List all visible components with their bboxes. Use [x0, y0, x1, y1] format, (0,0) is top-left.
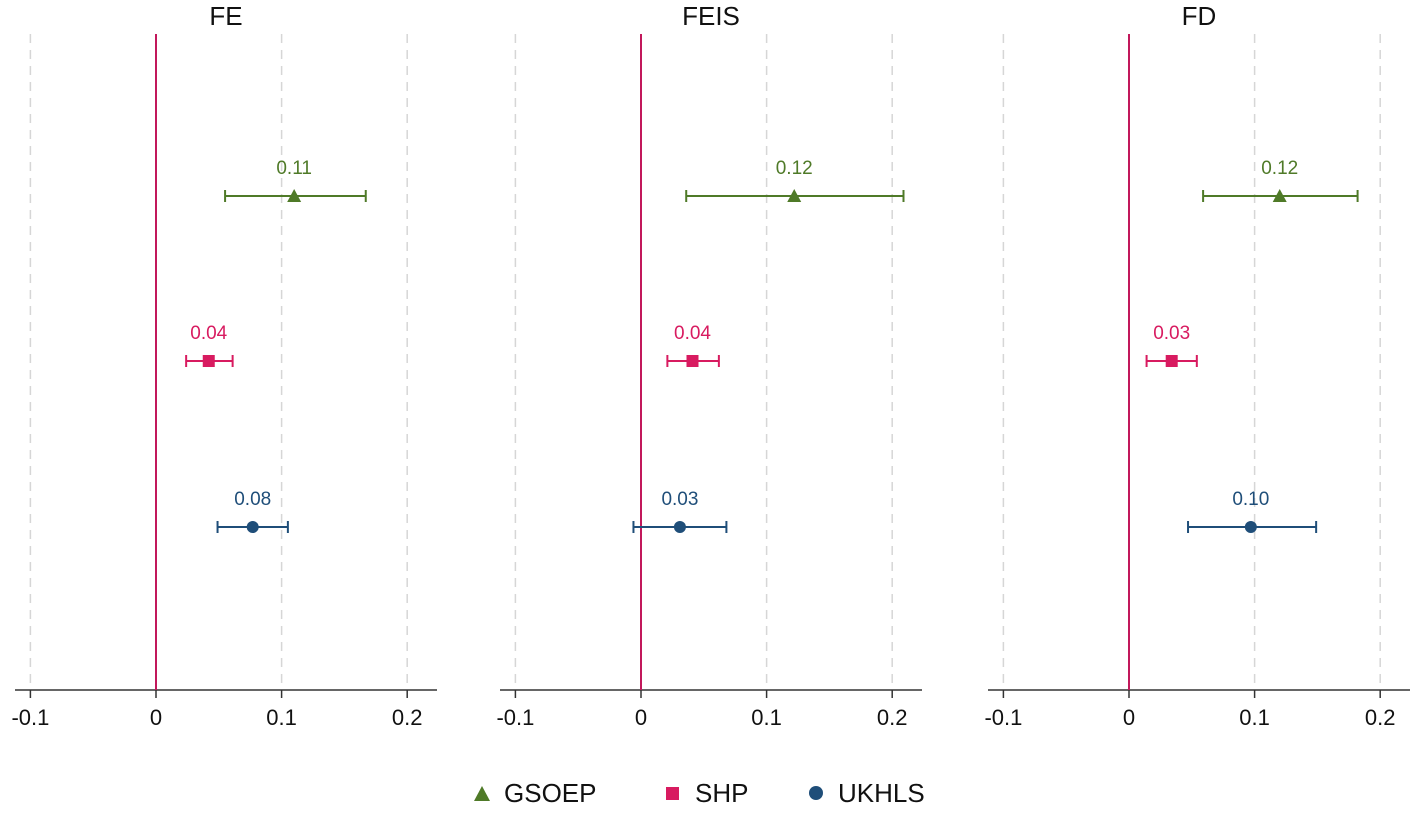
legend-marker-ukhls — [809, 786, 823, 800]
point-feis-shp — [686, 355, 699, 367]
legend-label-ukhls: UKHLS — [838, 778, 925, 808]
point-feis-ukhls — [673, 521, 686, 533]
value-label-fd-ukhls: 0.10 — [1232, 489, 1269, 510]
point-fd-ukhls — [1244, 521, 1257, 533]
x-tick-label-fd-2: 0.1 — [1239, 705, 1270, 730]
value-label-feis-shp: 0.04 — [674, 323, 711, 344]
point-fd-gsoep — [1272, 189, 1287, 202]
point-fe-gsoep — [287, 189, 302, 202]
x-tick-label-fd-3: 0.2 — [1365, 705, 1396, 730]
value-label-fe-shp: 0.04 — [190, 323, 227, 344]
legend-marker-gsoep — [474, 786, 490, 801]
value-label-fe-gsoep: 0.11 — [276, 158, 312, 179]
point-feis-gsoep — [787, 189, 802, 202]
value-label-fd-gsoep: 0.12 — [1261, 158, 1298, 179]
panel-title-feis: FEIS — [682, 1, 740, 31]
value-label-fe-ukhls: 0.08 — [234, 489, 271, 510]
value-label-feis-gsoep: 0.12 — [776, 158, 813, 179]
value-label-feis-ukhls: 0.03 — [661, 489, 698, 510]
x-tick-label-fe-3: 0.2 — [392, 705, 423, 730]
legend-label-gsoep: GSOEP — [504, 778, 596, 808]
x-tick-label-fe-0: -0.1 — [11, 705, 49, 730]
panel-title-fd: FD — [1182, 1, 1217, 31]
legend-marker-shp — [666, 787, 679, 800]
value-label-fd-shp: 0.03 — [1153, 323, 1190, 344]
legend-label-shp: SHP — [695, 778, 748, 808]
x-tick-label-fd-0: -0.1 — [984, 705, 1022, 730]
x-tick-label-fe-1: 0 — [150, 705, 162, 730]
x-tick-label-fd-1: 0 — [1123, 705, 1135, 730]
x-tick-label-feis-1: 0 — [635, 705, 647, 730]
point-fe-shp — [202, 355, 215, 367]
point-fe-ukhls — [246, 521, 259, 533]
x-tick-label-feis-0: -0.1 — [496, 705, 534, 730]
x-tick-label-feis-3: 0.2 — [877, 705, 908, 730]
x-tick-label-fe-2: 0.1 — [266, 705, 297, 730]
x-tick-label-feis-2: 0.1 — [751, 705, 782, 730]
point-fd-shp — [1165, 355, 1178, 367]
panel-title-fe: FE — [209, 1, 242, 31]
